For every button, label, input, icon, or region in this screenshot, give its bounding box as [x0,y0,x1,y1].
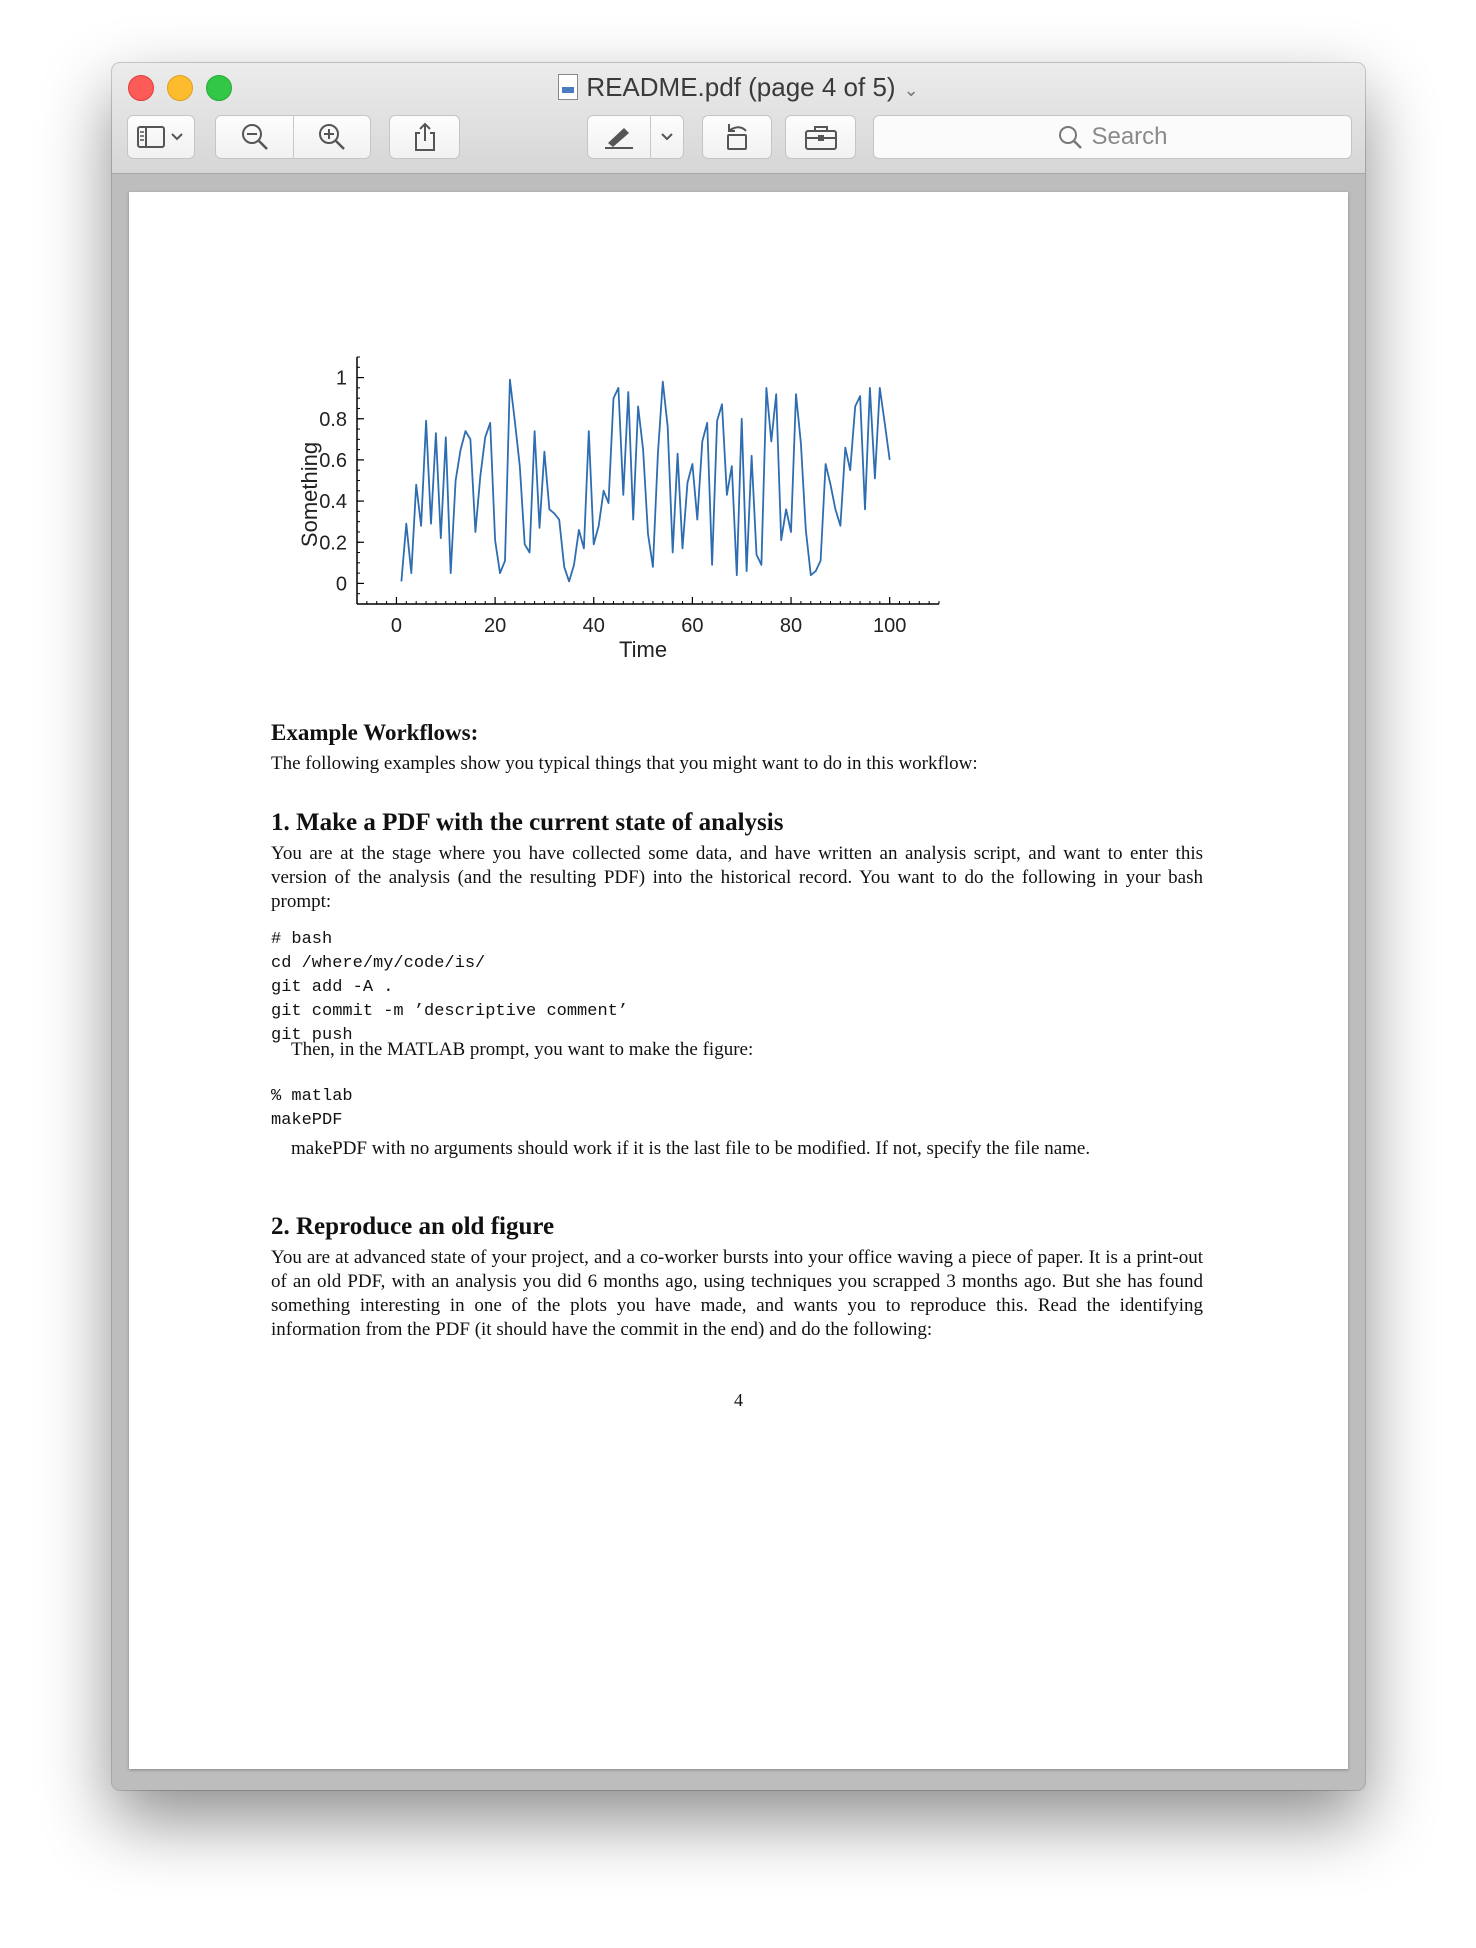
minimize-button[interactable] [167,75,193,101]
x-tick-label: 20 [484,615,506,637]
code-line: git push [271,1026,353,1045]
matlab-code-block: % matlab makePDF [271,1085,353,1133]
zoom-in-icon [319,124,345,150]
section-2-paragraph: You are at advanced state of your projec… [271,1247,1203,1340]
y-tick-label: 1 [336,368,347,390]
search-placeholder: Search [1091,123,1168,150]
markup-controls [587,115,684,159]
x-tick-label: 60 [681,615,703,637]
zoom-out-button[interactable] [216,116,293,158]
chart-series [400,378,891,583]
y-tick-label: 0.6 [319,450,347,472]
section-heading: Example Workflows: [271,720,479,745]
share-button[interactable] [389,115,460,159]
titlebar: README.pdf (page 4 of 5) ⌄ [112,63,1365,174]
zoom-out-icon [241,124,268,150]
intro-paragraph: The following examples show you typical … [271,753,978,774]
x-tick-label: 0 [391,615,402,637]
x-axis-label: Time [619,637,667,662]
search-icon [1059,126,1083,149]
zoom-in-button[interactable] [294,116,370,158]
code-line: % matlab [271,1087,353,1106]
code-line: git add -A . [271,978,394,997]
pdf-page: 0 20 40 60 80 100 0 0.2 0.4 0.6 0.8 1 Time Something … [129,192,1348,1769]
x-tick-label: 80 [780,615,802,637]
y-tick-label: 0.8 [319,409,347,431]
sidebar-icon [137,126,183,148]
window-title-text: README.pdf (page 4 of 5) [586,72,896,102]
section-2-heading: 2. Reproduce an old figure [271,1213,555,1240]
chevron-down-icon: ⌄ [903,80,919,100]
markup-button[interactable] [588,116,650,158]
search-field[interactable]: Search [873,115,1352,159]
sidebar-toggle-button[interactable] [127,115,195,159]
chart-labels: 0 20 40 60 80 100 0 0.2 0.4 0.6 0.8 1 Time Something [297,368,906,662]
x-tick-label: 40 [583,615,605,637]
makepdf-note: makePDF with no arguments should work if… [291,1138,1091,1159]
y-tick-label: 0.2 [319,532,347,554]
pdf-document-icon [558,74,579,100]
close-button[interactable] [128,75,154,101]
chart-axes [356,356,940,605]
y-tick-label: 0.4 [319,491,347,513]
line-chart: 0 20 40 60 80 100 0 0.2 0.4 0.6 0.8 1 Time Something [297,356,940,662]
bash-code-block: # bash cd /where/my/code/is/git add -A . g… [271,928,628,1048]
section-1-paragraph: You are at the stage where you have coll… [271,843,1203,912]
zoom-window-button[interactable] [206,75,232,101]
x-tick-label: 100 [873,615,906,637]
page-number: 4 [734,1390,743,1410]
code-line: # bash [271,930,333,949]
code-line: makePDF [271,1111,343,1130]
section-1-heading: 1. Make a PDF with the current state of … [271,809,784,836]
y-tick-label: 0 [336,573,347,595]
y-axis-label: Something [297,442,322,547]
window-title[interactable]: README.pdf (page 4 of 5) ⌄ [112,71,1365,103]
chevron-down-icon [661,133,673,141]
then-paragraph: Then, in the MATLAB prompt, you want to … [291,1039,754,1060]
toolbox-icon [804,126,837,150]
code-line: cd /where/my/code/is/ [271,954,486,973]
code-line: git commit -m ’descriptive comment’ [271,1002,629,1021]
toolbox-button[interactable] [785,115,856,159]
rotate-button[interactable] [702,115,772,159]
series-line [400,378,891,583]
preview-window: README.pdf (page 4 of 5) ⌄ [112,63,1365,1790]
pen-markup-icon [605,128,633,149]
zoom-controls [215,115,371,159]
markup-menu-button[interactable] [651,116,683,158]
document-viewport[interactable]: 0 20 40 60 80 100 0 0.2 0.4 0.6 0.8 1 Time Something … [112,174,1365,1790]
share-icon [414,122,435,151]
rotate-left-icon [727,124,747,150]
